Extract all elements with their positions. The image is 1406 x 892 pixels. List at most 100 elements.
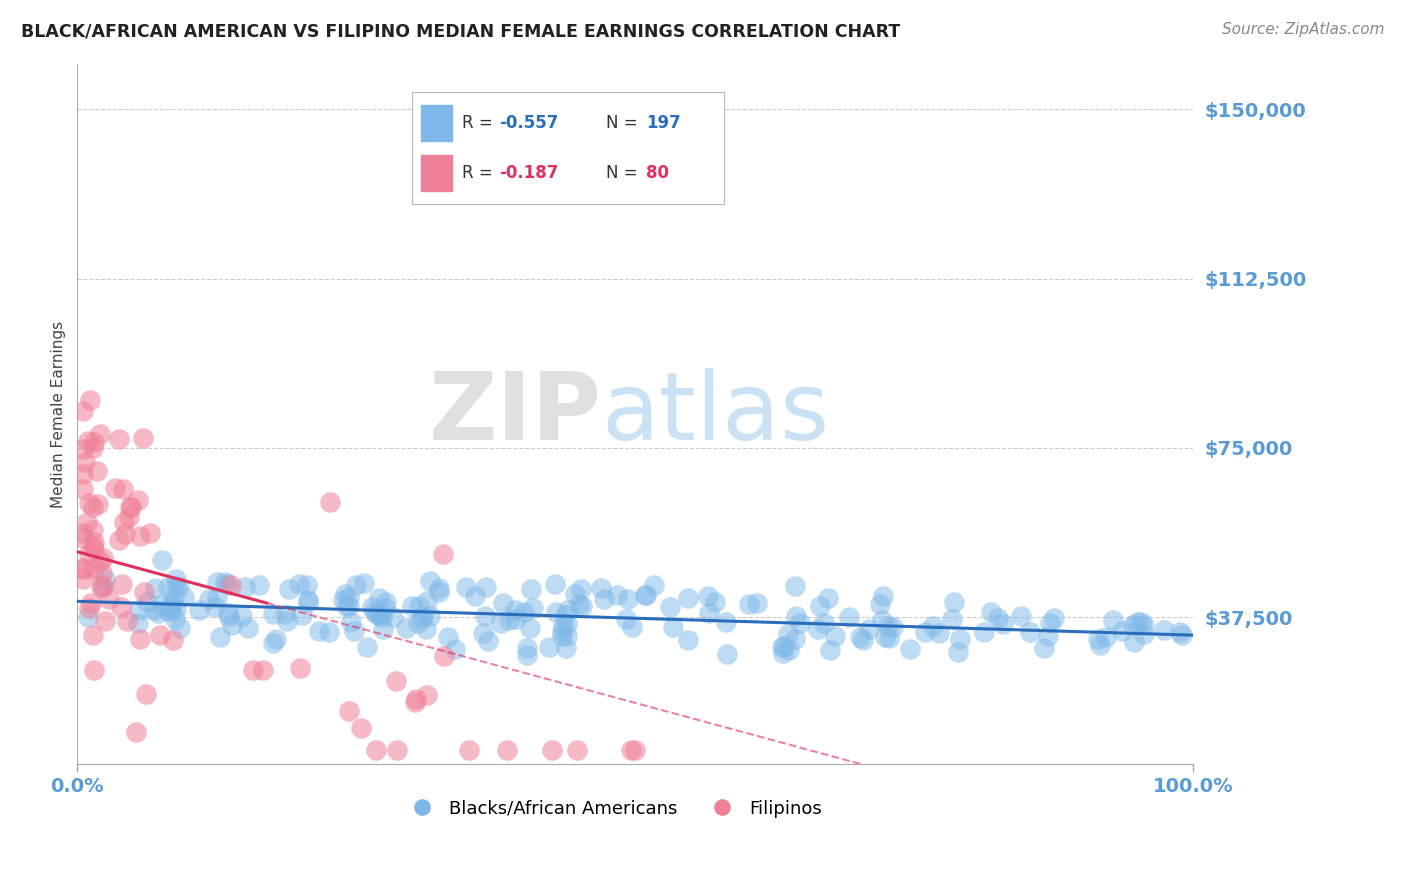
Point [544,605,567,619]
Point [197,592,219,607]
Point [90,580,112,594]
Point [274,607,297,621]
Point [513,606,536,620]
Point [91,580,114,594]
Point [162,632,184,647]
Point [149,628,172,642]
Point [249,578,271,592]
Point [444,641,467,656]
Point [1038,629,1060,643]
Point [188,603,211,617]
Point [554,608,576,623]
Point [492,596,515,610]
Point [335,599,357,613]
Point [555,629,578,643]
Point [82,500,104,514]
Point [1087,632,1109,647]
Point [91,578,114,592]
Point [716,647,738,661]
Point [838,610,860,624]
Point [418,609,440,624]
Point [112,516,135,530]
Point [127,492,149,507]
Point [551,629,574,643]
Point [157,604,180,618]
Point [366,607,388,621]
Point [620,620,643,634]
Point [288,661,311,675]
Point [697,606,720,620]
Point [132,585,155,599]
Point [405,691,427,706]
Point [849,630,872,644]
Point [882,620,904,634]
Point [591,582,613,596]
Point [432,547,454,561]
Point [557,603,579,617]
Point [662,620,685,634]
Point [617,591,640,606]
Point [555,617,578,632]
Point [412,610,434,624]
Point [83,435,105,450]
Point [128,603,150,617]
Point [214,574,236,589]
Point [87,498,110,512]
Point [129,632,152,646]
Point [143,581,166,595]
Point [474,609,496,624]
Point [551,619,574,633]
Point [97,591,120,606]
Point [110,577,132,591]
Point [1032,640,1054,655]
Point [165,579,187,593]
Point [747,595,769,609]
Point [335,587,357,601]
Point [80,596,103,610]
Point [772,646,794,660]
Point [118,500,141,515]
Y-axis label: Median Female Earnings: Median Female Earnings [51,320,66,508]
Point [1153,624,1175,638]
Point [941,612,963,626]
Point [94,614,117,628]
Point [820,643,842,657]
Point [79,393,101,408]
Point [813,615,835,630]
Point [76,515,98,529]
Text: ZIP: ZIP [429,368,602,460]
Point [75,455,97,469]
Point [217,606,239,620]
Point [221,618,243,632]
Point [111,482,134,496]
Point [973,625,995,640]
Point [737,597,759,611]
Point [337,599,360,613]
Point [72,525,94,540]
Point [262,636,284,650]
Point [404,694,426,708]
Text: BLACK/AFRICAN AMERICAN VS FILIPINO MEDIAN FEMALE EARNINGS CORRELATION CHART: BLACK/AFRICAN AMERICAN VS FILIPINO MEDIA… [21,22,900,40]
Point [83,543,105,558]
Point [401,599,423,614]
Point [427,581,450,595]
Point [235,580,257,594]
Point [1095,630,1118,644]
Point [1018,625,1040,640]
Point [297,595,319,609]
Point [139,525,162,540]
Point [288,577,311,591]
Point [565,743,588,757]
Point [381,610,404,624]
Point [114,527,136,541]
Point [515,648,537,662]
Point [385,743,408,757]
Point [783,632,806,647]
Point [374,600,396,615]
Point [77,601,100,615]
Point [160,604,183,618]
Point [678,591,700,606]
Point [72,442,94,457]
Point [82,523,104,537]
Point [876,619,898,633]
